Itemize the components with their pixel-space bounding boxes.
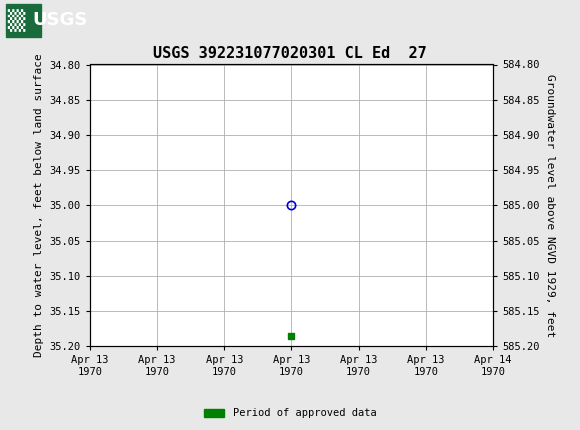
Legend: Period of approved data: Period of approved data bbox=[200, 404, 380, 423]
Y-axis label: Groundwater level above NGVD 1929, feet: Groundwater level above NGVD 1929, feet bbox=[545, 74, 555, 337]
Text: USGS: USGS bbox=[32, 12, 87, 29]
Text: USGS 392231077020301 CL Ed  27: USGS 392231077020301 CL Ed 27 bbox=[153, 46, 427, 61]
Bar bbox=[6, 4, 41, 37]
Text: ▒: ▒ bbox=[8, 9, 25, 32]
Y-axis label: Depth to water level, feet below land surface: Depth to water level, feet below land su… bbox=[34, 53, 44, 357]
Bar bbox=[6, 4, 41, 37]
